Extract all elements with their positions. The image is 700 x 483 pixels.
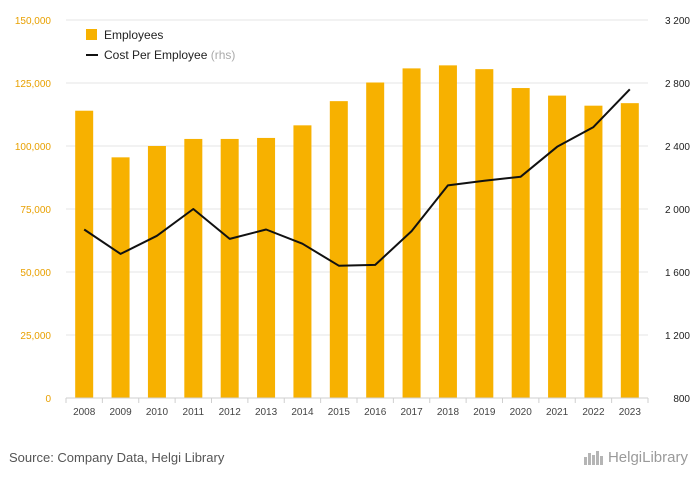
- x-tick-label: 2021: [546, 407, 569, 418]
- x-tick-label: 2022: [582, 407, 605, 418]
- bar-employees: [548, 95, 567, 398]
- bar-employees: [511, 88, 530, 398]
- x-tick-label: 2018: [437, 407, 460, 418]
- bar-employees: [111, 157, 130, 398]
- bar-employees: [475, 69, 494, 398]
- helgi-library-logo: HelgiLibrary: [583, 449, 688, 466]
- y-left-tick-label: 100,000: [15, 142, 52, 153]
- legend-label-rhs-suffix: (rhs): [211, 48, 236, 62]
- bar-employees: [329, 101, 348, 399]
- cost-line: [83, 88, 631, 267]
- y-right-tick-label: 1 200: [665, 331, 690, 342]
- axes: 0 25,000 50,000 75,000 100,000 125,000 150,000…: [15, 16, 691, 418]
- bar-employees: [184, 138, 203, 398]
- logo-text: HelgiLibrary: [607, 449, 688, 466]
- legend-label-cost: Cost Per Employee (rhs): [104, 48, 235, 62]
- y-right-tick-label: 2 800: [665, 79, 690, 90]
- bar-employees: [257, 137, 276, 398]
- y-left-tick-label: 75,000: [20, 205, 51, 216]
- bar-employees: [147, 146, 166, 398]
- bar-employees: [402, 68, 421, 398]
- bar-employees: [75, 110, 94, 398]
- x-tick-label: 2023: [619, 407, 642, 418]
- y-left-tick-label: 25,000: [20, 331, 51, 342]
- y-left-tick-label: 150,000: [15, 16, 52, 27]
- x-tick-label: 2012: [219, 407, 242, 418]
- bar-employees: [293, 125, 312, 398]
- x-tick-label: 2011: [183, 407, 205, 418]
- y-right-tick-label: 2 400: [665, 142, 690, 153]
- y-left-tick-label: 0: [45, 394, 51, 405]
- legend-label-employees: Employees: [104, 28, 163, 42]
- bar-employees: [220, 138, 239, 398]
- x-tick-label: 2019: [473, 407, 496, 418]
- x-tick-label: 2014: [291, 407, 314, 418]
- bar-employees: [620, 103, 639, 398]
- y-left-tick-label: 50,000: [20, 268, 51, 279]
- legend-swatch-employees: [86, 29, 97, 40]
- x-tick-label: 2020: [510, 407, 533, 418]
- bar-employees: [438, 65, 457, 399]
- x-tick-label: 2015: [328, 407, 351, 418]
- books-icon: [583, 450, 604, 465]
- y-right-tick-label: 800: [673, 394, 690, 405]
- y-left-tick-label: 125,000: [15, 79, 52, 90]
- x-tick-label: 2013: [255, 407, 278, 418]
- x-tick-label: 2009: [109, 407, 132, 418]
- line-cost-per-employee: [83, 88, 631, 267]
- x-tick-label: 2008: [73, 407, 96, 418]
- legend: Employees Cost Per Employee (rhs): [86, 28, 235, 62]
- y-right-tick-label: 1 600: [665, 268, 690, 279]
- x-tick-label: 2016: [364, 407, 387, 418]
- chart-svg: 0 25,000 50,000 75,000 100,000 125,000 150,000…: [15, 16, 691, 418]
- x-tick-label: 2010: [146, 407, 169, 418]
- bars: [75, 65, 639, 399]
- y-right-tick-label: 2 000: [665, 205, 690, 216]
- bar-employees: [366, 82, 385, 398]
- x-tick-label: 2017: [400, 407, 423, 418]
- source-note: Source: Company Data, Helgi Library: [9, 450, 225, 465]
- y-right-tick-label: 3 200: [665, 16, 690, 27]
- bar-employees: [584, 105, 603, 399]
